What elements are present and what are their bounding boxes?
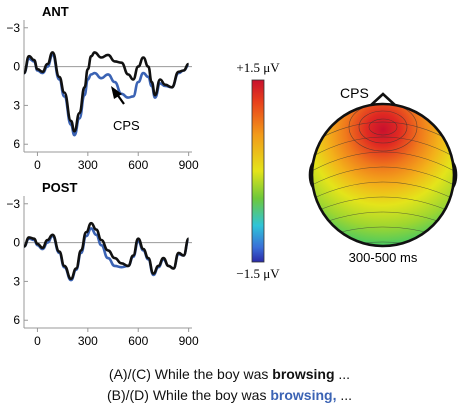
caption-1-word: browsing [272,366,335,382]
cps-arrow-head [111,86,122,99]
colorbar-min-label: −1.5 μV [236,266,280,281]
post-title: POST [42,180,77,195]
post-x-tick-label: 0 [34,334,41,348]
contour-line [312,196,454,216]
post-x-tick-label: 900 [179,334,199,348]
post-y-tick-label: 3 [13,274,20,288]
ant-y-tick-label: 0 [13,60,20,74]
post-y-tick-label: −3 [6,197,20,211]
topo-time-window: 300-500 ms [349,250,418,265]
post-x-tick-label: 600 [128,334,148,348]
ant-x-tick-label: 0 [34,158,41,172]
caption-line-1: (A)/(C) While the boy was browsing ... [0,366,459,382]
ant-x-tick-label: 300 [78,158,98,172]
contour-line [312,136,454,160]
head-outline-icon [310,102,456,248]
caption-1-suffix: ... [334,366,351,382]
colorbar-max-label: +1.5 μV [236,60,280,75]
post-waveform-black [23,221,190,281]
post-y-tick-label: 6 [13,313,20,327]
ant-y-tick-label: 6 [13,137,20,151]
colorbar: +1.5 μV −1.5 μV [236,60,280,281]
caption-line-2: (B)/(D) While the boy was browsing, ... [0,387,459,403]
ant-y-tick-label: 3 [13,98,20,112]
contour-ring [348,104,418,152]
contour-line [312,241,454,246]
contour-line [312,151,454,174]
contour-ring [358,110,408,144]
ant-x-tick-label: 600 [128,158,148,172]
contour-ring [368,118,398,136]
colorbar-gradient [251,79,265,263]
post-waveforms [23,221,190,282]
cps-annotation: CPS [113,118,140,133]
contour-line [312,121,454,146]
caption-1-prefix: (A)/(C) While the boy was [108,366,273,382]
caption-2-suffix: ... [336,387,353,403]
ant-waveform-black [22,51,190,133]
contour-line [312,166,454,188]
post-y-tick-label: 0 [13,236,20,250]
caption-2-prefix: (B)/(D) While the boy was [106,387,271,403]
topo-title: CPS [340,85,369,101]
post-waveform-blue [23,227,190,282]
ant-x-tick-label: 900 [179,158,199,172]
ant-waveforms [22,51,190,137]
nose-icon [369,92,397,107]
ant-title: ANT [42,4,69,19]
post-x-tick-label: 300 [78,334,98,348]
head-map-fill [312,104,454,246]
scalp-topography: CPS 300-500 ms [308,85,458,265]
caption-2-word: browsing, [270,387,337,403]
contour-line [312,181,454,202]
ant-y-tick-label: −3 [6,21,20,35]
